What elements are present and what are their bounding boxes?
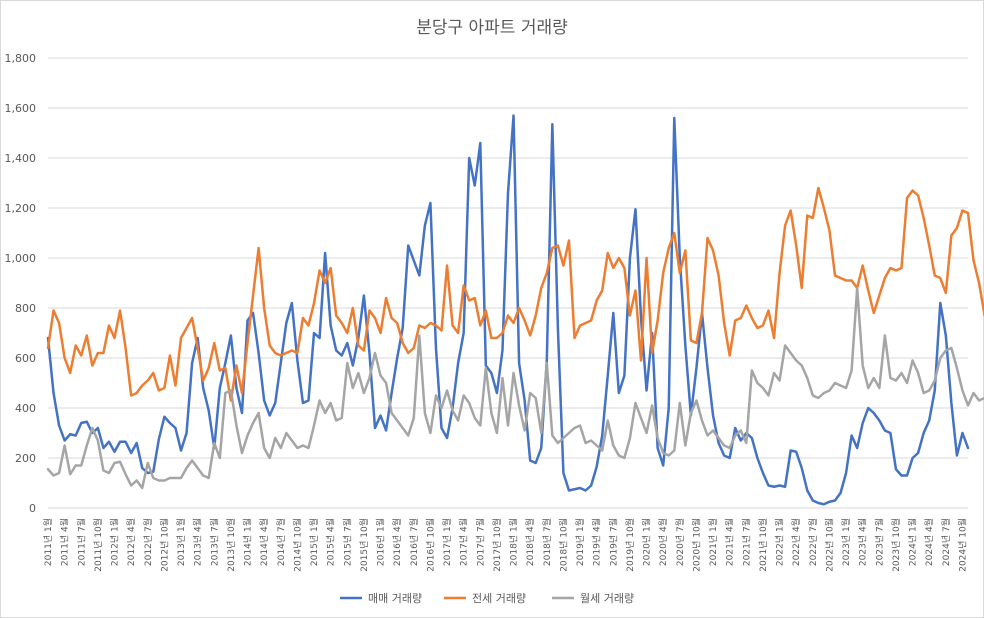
legend: 매매 거래량 전세 거래량 월세 거래량 bbox=[340, 592, 634, 605]
x-tick-label: 2018년 4월 bbox=[524, 518, 536, 566]
series-line-2 bbox=[46, 186, 984, 402]
x-tick-label: 2018년 7월 bbox=[541, 518, 553, 566]
x-tick-label: 2011년 10월 bbox=[92, 518, 104, 572]
x-tick-label: 2014년 7월 bbox=[275, 518, 287, 566]
x-tick-label: 2011년 1월 bbox=[42, 518, 54, 566]
x-tick-label: 2023년 10월 bbox=[890, 518, 902, 572]
x-tick-label: 2016년 4월 bbox=[391, 518, 403, 566]
x-tick-label: 2019년 1월 bbox=[574, 518, 586, 566]
x-tick-label: 2024년 1월 bbox=[907, 518, 919, 566]
y-tick-label: 1,600 bbox=[5, 102, 37, 115]
y-tick-label: 1,200 bbox=[5, 202, 37, 215]
y-tick-label: 200 bbox=[15, 452, 36, 465]
x-tick-label: 2016년 1월 bbox=[375, 518, 387, 566]
x-tick-label: 2015년 4월 bbox=[325, 518, 337, 566]
x-tick-label: 2012년 7월 bbox=[142, 518, 154, 566]
x-tick-label: 2020년 4월 bbox=[657, 518, 669, 566]
x-tick-label: 2012년 10월 bbox=[158, 518, 170, 572]
y-tick-label: 0 bbox=[29, 502, 36, 515]
x-tick-label: 2013년 1월 bbox=[175, 518, 187, 566]
x-tick-label: 2017년 1월 bbox=[441, 518, 453, 566]
x-tick-label: 2021년 1월 bbox=[707, 518, 719, 566]
x-tick-label: 2016년 10월 bbox=[424, 518, 436, 572]
x-tick-label: 2021년 10월 bbox=[757, 518, 769, 572]
x-tick-label: 2016년 7월 bbox=[408, 518, 420, 566]
x-tick-label: 2013년 7월 bbox=[208, 518, 220, 566]
y-tick-label: 1,400 bbox=[5, 152, 37, 165]
series-lines bbox=[46, 114, 984, 506]
x-tick-label: 2020년 7월 bbox=[674, 518, 686, 566]
y-tick-label: 1,000 bbox=[5, 252, 37, 265]
series-line-3 bbox=[46, 286, 984, 490]
y-axis-ticks: 0 200 400 600 800 1,000 1,200 1,400 1,600 1,800 bbox=[5, 52, 37, 515]
legend-label-3: 월세 거래량 bbox=[580, 592, 634, 605]
chart-title: 분당구 아파트 거래량 bbox=[416, 18, 568, 38]
x-tick-label: 2014년 10월 bbox=[291, 518, 303, 572]
x-tick-label: 2022년 4월 bbox=[790, 518, 802, 566]
x-tick-label: 2015년 7월 bbox=[341, 518, 353, 566]
x-tick-label: 2022년 1월 bbox=[774, 518, 786, 566]
y-tick-label: 400 bbox=[15, 402, 36, 415]
x-tick-label: 2018년 1월 bbox=[508, 518, 520, 566]
x-axis-ticks: 2011년 1월 2011년 4월 2011년 7월 2011년 10월 2012년 1… bbox=[42, 518, 968, 572]
y-tick-label: 800 bbox=[15, 302, 36, 315]
x-tick-label: 2011년 7월 bbox=[75, 518, 87, 566]
x-tick-label: 2023년 4월 bbox=[857, 518, 869, 566]
x-tick-label: 2017년 10월 bbox=[491, 518, 503, 572]
x-tick-label: 2013년 10월 bbox=[225, 518, 237, 572]
x-tick-label: 2015년 10월 bbox=[358, 518, 370, 572]
x-tick-label: 2018년 10월 bbox=[557, 518, 569, 572]
x-tick-label: 2024년 4월 bbox=[923, 518, 935, 566]
x-tick-label: 2024년 10월 bbox=[956, 518, 968, 572]
x-tick-label: 2014년 4월 bbox=[258, 518, 270, 566]
x-tick-label: 2019년 7월 bbox=[607, 518, 619, 566]
x-tick-label: 2015년 1월 bbox=[308, 518, 320, 566]
x-tick-label: 2020년 1월 bbox=[641, 518, 653, 566]
x-tick-label: 2011년 4월 bbox=[59, 518, 71, 566]
x-tick-label: 2013년 4월 bbox=[192, 518, 204, 566]
x-tick-label: 2014년 1월 bbox=[242, 518, 254, 566]
y-tick-label: 600 bbox=[15, 352, 36, 365]
legend-label-1: 매매 거래량 bbox=[368, 592, 422, 605]
x-tick-label: 2023년 1월 bbox=[840, 518, 852, 566]
legend-label-2: 전세 거래량 bbox=[472, 592, 526, 605]
x-tick-label: 2012년 1월 bbox=[109, 518, 121, 566]
y-tick-label: 1,800 bbox=[5, 52, 37, 65]
x-tick-label: 2019년 10월 bbox=[624, 518, 636, 572]
x-tick-label: 2023년 7월 bbox=[873, 518, 885, 566]
x-tick-label: 2012년 4월 bbox=[125, 518, 137, 566]
x-tick-label: 2022년 7월 bbox=[807, 518, 819, 566]
x-tick-label: 2017년 7월 bbox=[474, 518, 486, 566]
x-tick-label: 2024년 7월 bbox=[940, 518, 952, 566]
x-tick-label: 2017년 4월 bbox=[458, 518, 470, 566]
x-tick-label: 2022년 10월 bbox=[823, 518, 835, 572]
x-tick-label: 2019년 4월 bbox=[591, 518, 603, 566]
x-tick-label: 2020년 10월 bbox=[690, 518, 702, 572]
x-tick-label: 2021년 4월 bbox=[724, 518, 736, 566]
x-tick-label: 2021년 7월 bbox=[740, 518, 752, 566]
